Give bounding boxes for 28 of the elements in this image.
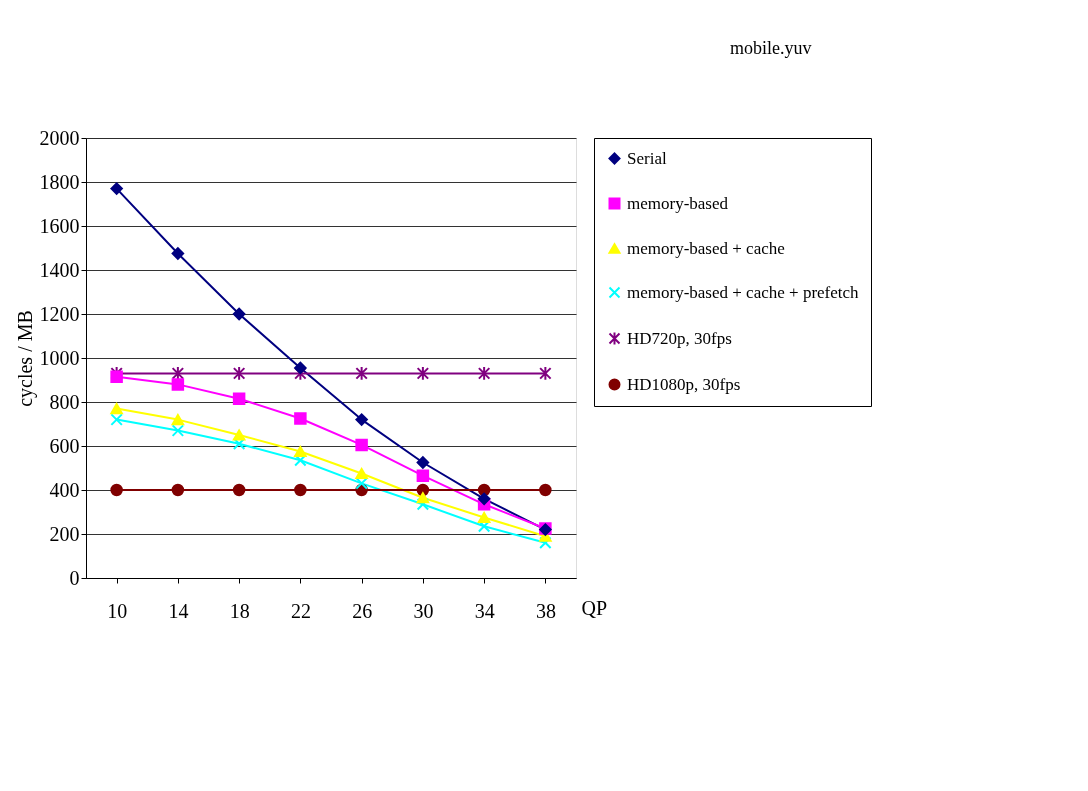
- x-tick-label: 10: [107, 599, 128, 622]
- y-tick-label: 1000: [39, 346, 80, 369]
- y-tick-label: 200: [49, 522, 80, 545]
- x-tick-label: 18: [229, 599, 250, 622]
- y-tick-label: 0: [69, 566, 80, 589]
- y-tick-label: 400: [49, 478, 80, 501]
- x-tick-label: 14: [168, 599, 189, 622]
- y-tick-label: 1800: [39, 170, 80, 193]
- x-tick-label: 38: [535, 599, 556, 622]
- y-axis-title: cycles / MB: [13, 310, 37, 407]
- y-tick-label: 1600: [39, 214, 80, 237]
- x-tick-label: 30: [413, 599, 434, 622]
- legend-label: memory-based: [627, 193, 729, 213]
- legend-label: memory-based + cache + prefetch: [627, 282, 860, 302]
- x-axis-title: QP: [581, 596, 608, 619]
- x-tick-label: 34: [474, 599, 495, 622]
- x-tick-label: 22: [290, 599, 311, 622]
- x-tick-label: 26: [352, 599, 373, 622]
- y-tick-label: 2000: [39, 126, 80, 149]
- legend-label: Serial: [627, 148, 667, 168]
- y-tick-label: 600: [49, 434, 80, 457]
- legend-label: HD1080p, 30fps: [627, 374, 741, 394]
- legend-label: HD720p, 30fps: [627, 328, 732, 348]
- y-tick-label: 1200: [39, 302, 80, 325]
- text: mobile.yuv: [730, 38, 812, 58]
- y-tick-label: 800: [49, 390, 80, 413]
- legend-label: memory-based + cache: [627, 238, 785, 258]
- y-tick-label: 1400: [39, 258, 80, 281]
